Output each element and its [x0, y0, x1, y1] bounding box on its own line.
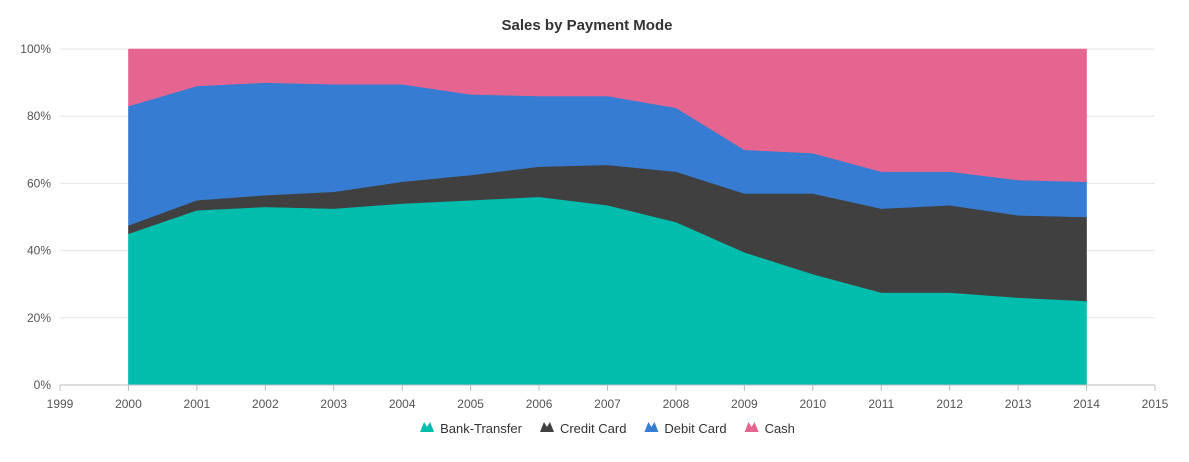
x-tick-label: 2007: [594, 397, 621, 411]
y-tick-label: 40%: [27, 244, 51, 258]
legend-item-2[interactable]: Debit Card: [644, 421, 727, 436]
y-tick-label: 60%: [27, 176, 51, 190]
x-tick-label: 2015: [1142, 397, 1169, 411]
x-tick-label: 2009: [731, 397, 758, 411]
legend-area-icon: [744, 422, 759, 432]
legend-area-icon: [420, 422, 435, 432]
x-tick-label: 2013: [1005, 397, 1032, 411]
legend-label: Debit Card: [664, 421, 726, 436]
x-tick-label: 1999: [47, 397, 74, 411]
x-tick-label: 2002: [252, 397, 279, 411]
x-tick-label: 2008: [663, 397, 690, 411]
y-tick-label: 80%: [27, 109, 51, 123]
legend: Bank-Transfer Credit Card Debit Card Cash: [420, 421, 795, 436]
x-tick-label: 2005: [457, 397, 484, 411]
legend-label: Credit Card: [560, 421, 626, 436]
legend-item-0[interactable]: Bank-Transfer: [420, 421, 523, 436]
legend-item-1[interactable]: Credit Card: [539, 421, 626, 436]
x-tick-label: 2014: [1073, 397, 1100, 411]
chart-title: Sales by Payment Mode: [502, 17, 673, 34]
legend-area-icon: [539, 422, 554, 432]
y-tick-label: 20%: [27, 311, 51, 325]
x-tick-label: 2011: [868, 397, 894, 411]
x-tick-label: 2001: [184, 397, 211, 411]
legend-item-3[interactable]: Cash: [744, 421, 795, 436]
x-tick-label: 2000: [115, 397, 142, 411]
y-tick-label: 0%: [34, 378, 52, 392]
x-tick-label: 2010: [799, 397, 826, 411]
x-tick-label: 2004: [389, 397, 416, 411]
y-tick-label: 100%: [20, 42, 51, 56]
x-tick-label: 2003: [320, 397, 347, 411]
legend-area-icon: [644, 422, 659, 432]
axis-layer: 0% 20% 40% 60% 80% 100% 1999 2000 2001 2002 2003 20…: [20, 42, 1168, 411]
legend-label: Cash: [765, 421, 795, 436]
legend-label: Bank-Transfer: [440, 421, 523, 436]
x-tick-label: 2012: [936, 397, 963, 411]
area-layer: [128, 48, 1087, 386]
x-tick-label: 2006: [526, 397, 553, 411]
area-series-3[interactable]: [128, 48, 1087, 182]
